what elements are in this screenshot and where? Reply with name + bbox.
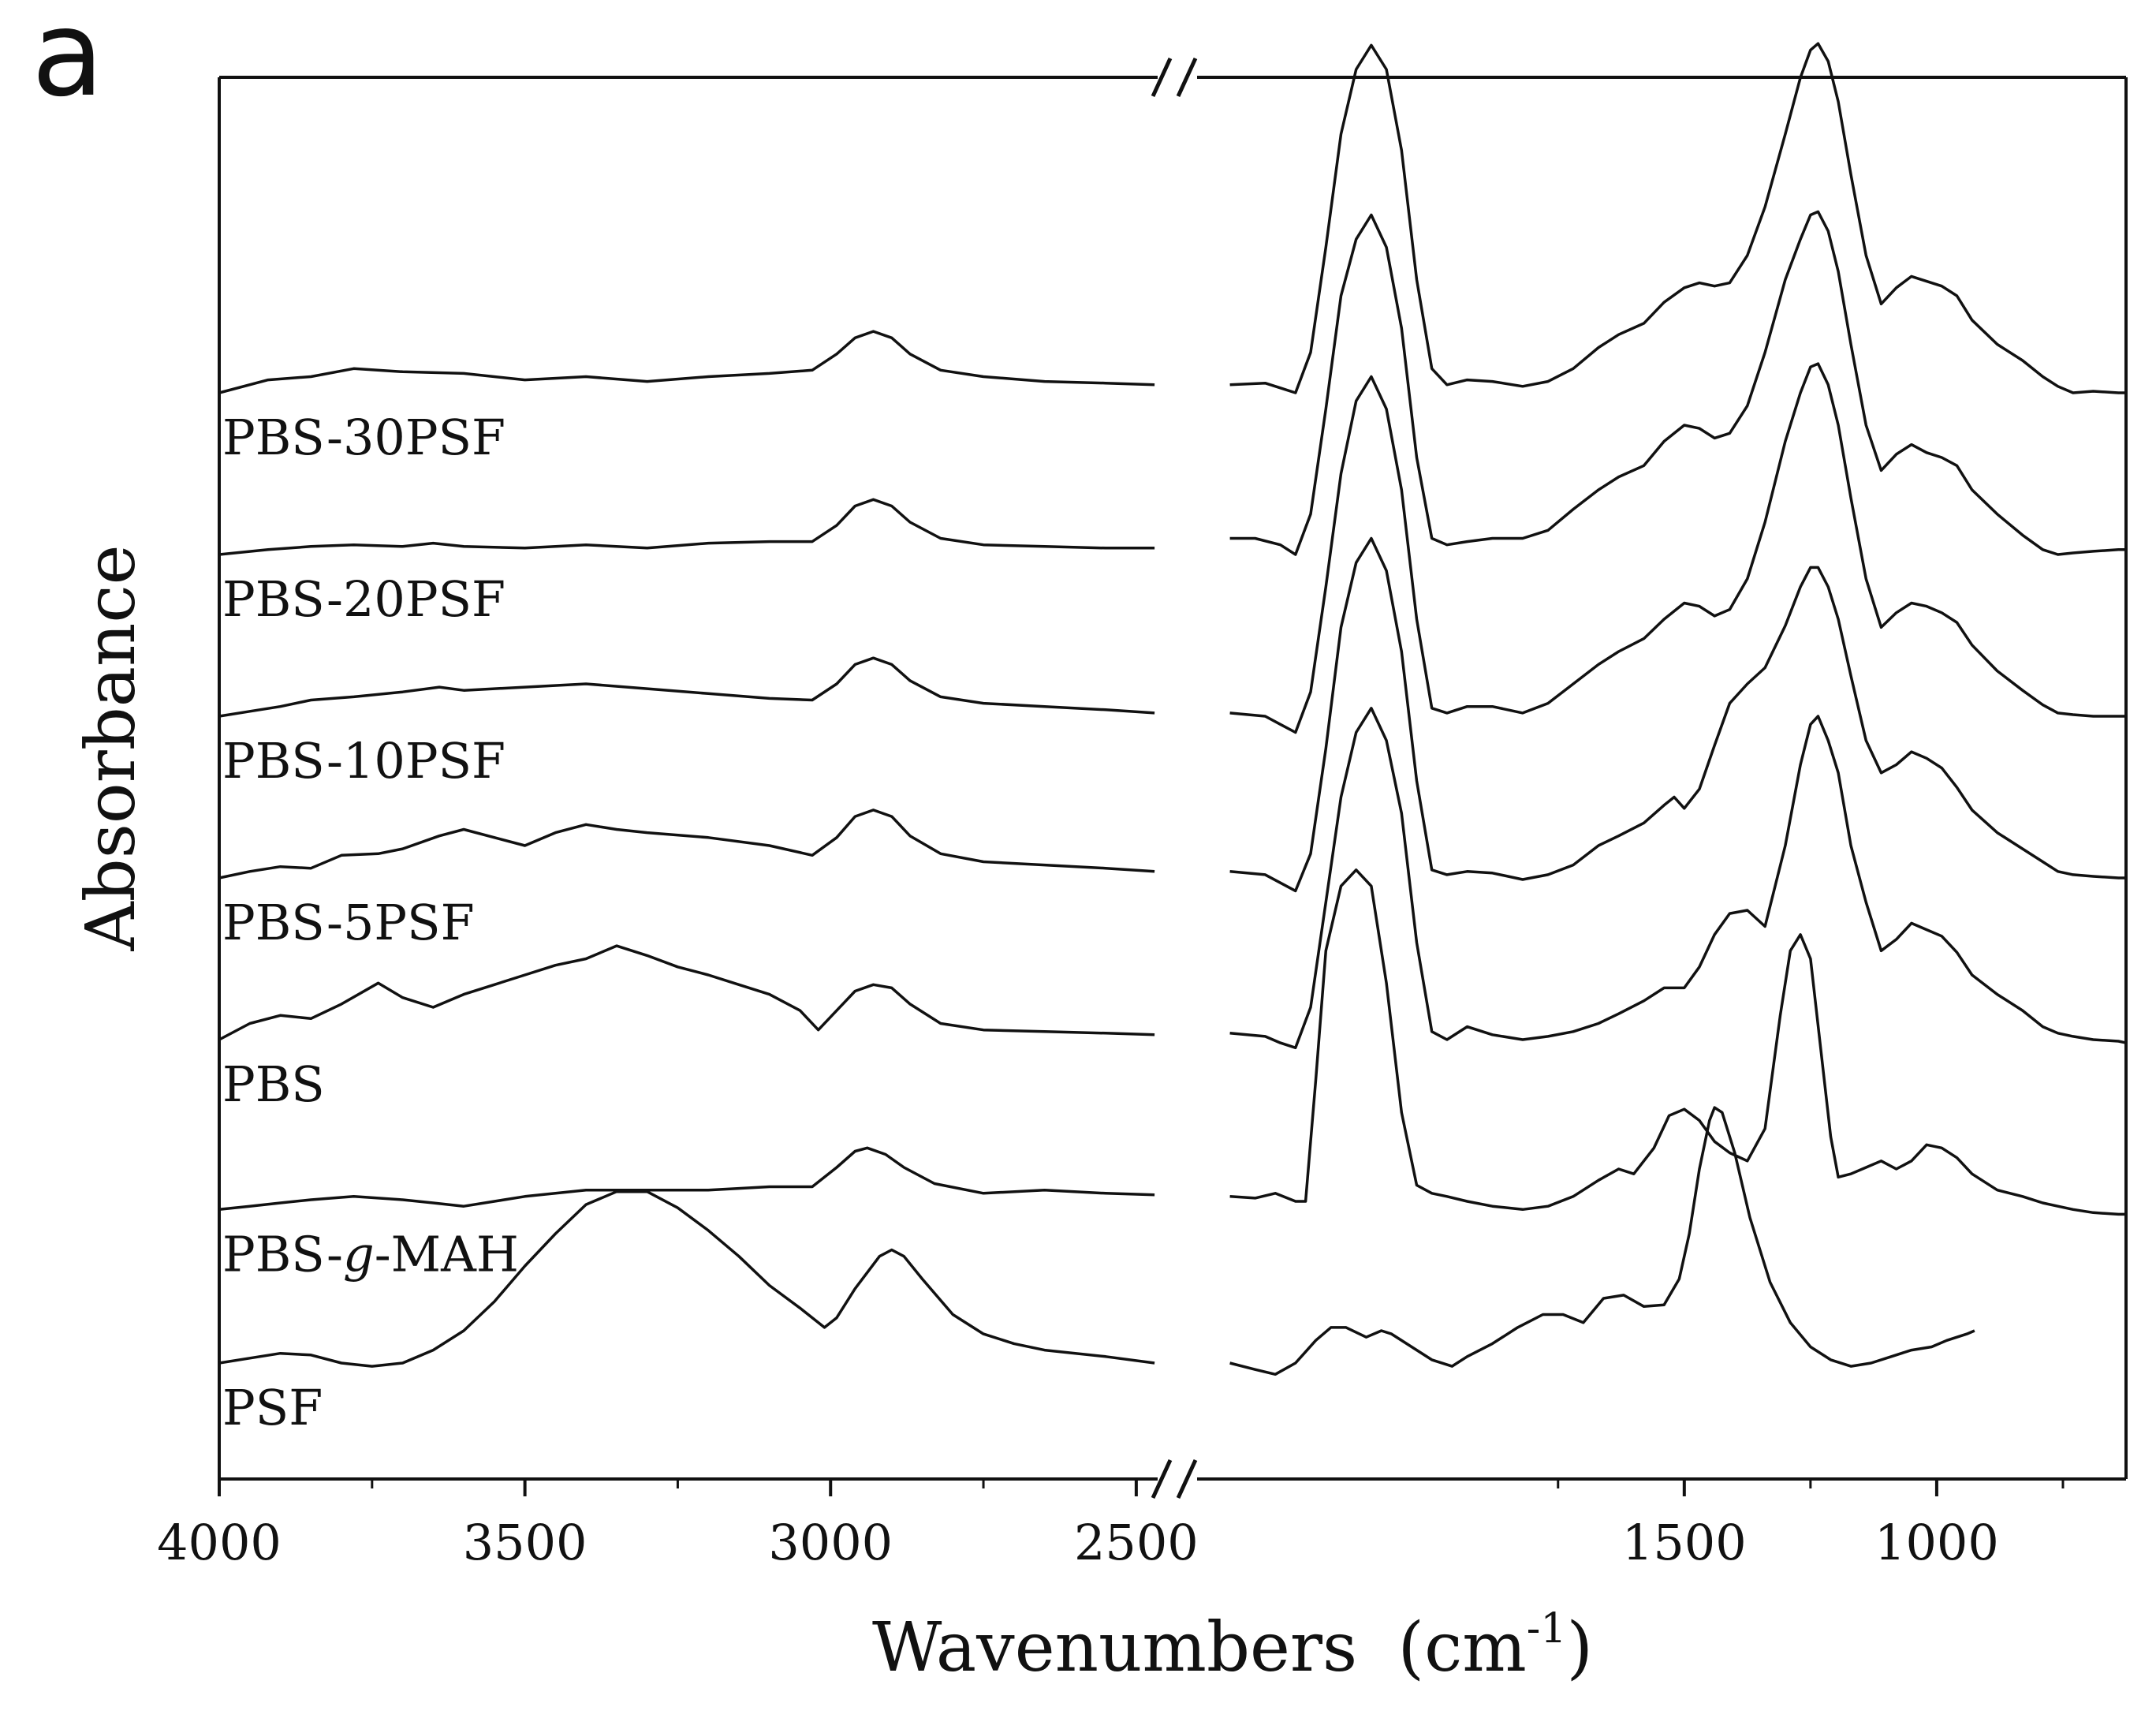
x-axis-label-unit-sup: -1	[1527, 1605, 1567, 1653]
series-label-text: PBS	[222, 1055, 325, 1113]
axis-break-slash	[1176, 57, 1198, 98]
series-line-right	[1229, 707, 2127, 1050]
axis-break-gap	[1159, 54, 1195, 101]
x-axis-label-unit: (cm	[1398, 1608, 1527, 1687]
series-label: PBS	[222, 1055, 325, 1113]
x-tick-label: 1000	[1874, 1514, 1999, 1571]
series-line-left	[218, 498, 1155, 556]
series-pbs-g-mah	[218, 868, 2126, 1216]
series-line-left	[218, 1190, 1155, 1368]
axis-break-top	[1151, 54, 1198, 101]
series-pbs-10psf	[218, 362, 2126, 734]
series-line-right	[1229, 210, 2126, 556]
x-tick-label: 1500	[1622, 1514, 1747, 1571]
series-pbs-30psf	[218, 42, 2126, 394]
x-tick-label: 3000	[768, 1514, 893, 1571]
series-group	[218, 42, 2127, 1376]
series-pbs-20psf	[218, 210, 2126, 556]
series-line-left	[218, 809, 1155, 880]
axis-break-bottom	[1151, 1455, 1198, 1503]
y-axis-label: Absorbance	[72, 545, 151, 952]
series-psf	[218, 1106, 1975, 1376]
x-axis-label: Wavenumbers (cm-1)	[872, 1605, 1593, 1687]
series-label: PBS-30PSF	[222, 409, 505, 466]
series-label: PSF	[222, 1379, 323, 1436]
series-label: PBS-5PSF	[222, 894, 475, 951]
series-label-text: PSF	[222, 1379, 323, 1436]
panel-label: a	[32, 0, 104, 123]
series-pbs-5psf	[218, 536, 2126, 893]
x-axis-ticks: 4000 3500 3000 2500 1500 1000	[157, 1479, 2065, 1571]
axis-break-gap	[1159, 1455, 1195, 1503]
series-line-left	[218, 330, 1155, 394]
x-tick-label: 4000	[157, 1514, 282, 1571]
series-label: PBS-10PSF	[222, 732, 505, 790]
series-label-text: PBS-20PSF	[222, 570, 505, 628]
series-label-text: PBS-10PSF	[222, 732, 505, 790]
series-label-text: PBS-	[222, 1225, 343, 1283]
x-tick-label: 2500	[1074, 1514, 1199, 1571]
series-line-right	[1229, 868, 2126, 1216]
series-label: PBS-g-MAH	[222, 1225, 519, 1283]
x-axis-label-text: Wavenumbers	[872, 1608, 1357, 1687]
axis-break-slash	[1176, 1458, 1198, 1500]
series-pbs	[218, 707, 2127, 1050]
series-line-right	[1229, 1106, 1975, 1376]
x-axis-label-unit-close: )	[1566, 1608, 1593, 1687]
axis-break-slash	[1151, 1458, 1173, 1500]
series-line-left	[218, 656, 1155, 718]
series-label-italic: g	[343, 1225, 375, 1283]
series-line-right	[1229, 42, 2126, 394]
series-line-left	[218, 1146, 1155, 1212]
axes	[218, 54, 2128, 1503]
series-line-right	[1229, 536, 2126, 893]
axis-break-slash	[1151, 57, 1173, 98]
series-label-text: PBS-5PSF	[222, 894, 475, 951]
series-line-left	[218, 944, 1155, 1041]
series-label: PBS-20PSF	[222, 570, 505, 628]
series-label-suffix: -MAH	[375, 1225, 519, 1283]
series-label-text: PBS-30PSF	[222, 409, 505, 466]
series-labels: PBS-30PSF PBS-20PSF PBS-10PSF PBS-5PSF PBS PB…	[222, 409, 519, 1436]
series-line-right	[1229, 362, 2126, 734]
x-tick-label: 3500	[463, 1514, 587, 1571]
